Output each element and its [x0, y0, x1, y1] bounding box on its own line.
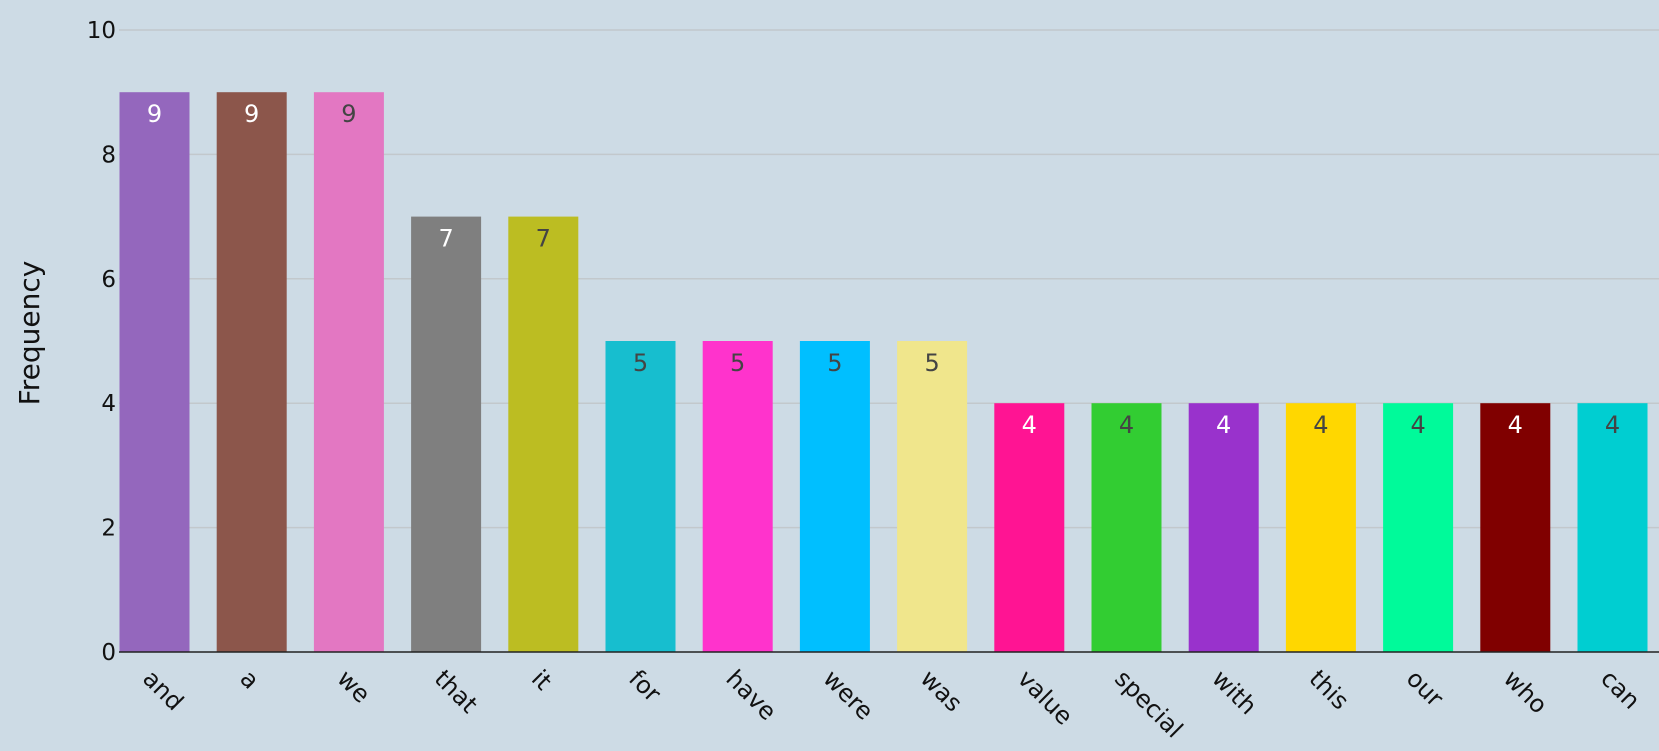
data-label: 5	[827, 349, 842, 377]
bar-have[interactable]	[702, 341, 773, 652]
x-tick-label: we	[332, 664, 376, 708]
y-axis-ticks: 0 2 4 6 8 10	[87, 18, 116, 666]
data-label: 5	[633, 349, 648, 377]
data-label: 5	[924, 349, 939, 377]
x-tick-label: have	[720, 664, 781, 725]
x-tick-label: special	[1109, 664, 1188, 743]
data-label: 4	[1216, 411, 1231, 439]
x-tick-label: this	[1304, 664, 1355, 715]
bar-and[interactable]	[119, 92, 190, 652]
data-label: 4	[1410, 411, 1425, 439]
data-label: 9	[341, 100, 356, 128]
data-label: 4	[1605, 411, 1620, 439]
bar-it[interactable]	[508, 216, 579, 652]
bar-we[interactable]	[313, 92, 384, 652]
x-tick-label: a	[234, 664, 264, 694]
y-tick-label: 8	[101, 142, 116, 168]
x-tick-label: our	[1401, 664, 1449, 712]
bar-value[interactable]	[994, 403, 1065, 652]
x-tick-label: that	[429, 664, 483, 718]
x-tick-label: it	[526, 664, 557, 695]
x-tick-label: and	[137, 664, 189, 716]
bar-a[interactable]	[216, 92, 287, 652]
bar-who[interactable]	[1480, 403, 1551, 652]
y-tick-label: 6	[101, 267, 116, 293]
y-tick-label: 4	[101, 391, 116, 417]
bar-this[interactable]	[1285, 403, 1356, 652]
data-label: 4	[1313, 411, 1328, 439]
data-label: 4	[1508, 411, 1523, 439]
data-label: 7	[438, 225, 453, 253]
x-axis-ticks: and a we that it for have were was value special wi…	[137, 664, 1645, 743]
x-tick-label: with	[1206, 664, 1262, 720]
bar-was[interactable]	[897, 341, 968, 652]
y-tick-label: 0	[101, 640, 116, 666]
data-label: 9	[244, 100, 259, 128]
bar-special[interactable]	[1091, 403, 1162, 652]
data-label: 9	[147, 100, 162, 128]
data-label: 4	[1022, 411, 1037, 439]
bars	[119, 92, 1648, 652]
data-label: 4	[1119, 411, 1134, 439]
y-tick-label: 2	[101, 516, 116, 542]
data-label: 5	[730, 349, 745, 377]
x-tick-label: value	[1012, 664, 1078, 730]
bar-for[interactable]	[605, 341, 676, 652]
y-axis-title: Frequency	[13, 261, 46, 406]
data-labels: 9 9 9 7 7 5 5 5 5 4 4 4 4 4 4 4	[147, 100, 1620, 439]
x-tick-label: who	[1498, 664, 1553, 719]
y-tick-label: 10	[87, 18, 116, 44]
x-tick-label: was	[915, 664, 968, 717]
bar-that[interactable]	[411, 216, 482, 652]
data-label: 7	[536, 225, 551, 253]
x-tick-label: can	[1595, 664, 1645, 714]
bar-can[interactable]	[1577, 403, 1648, 652]
x-tick-label: were	[818, 664, 879, 725]
bar-our[interactable]	[1383, 403, 1454, 652]
x-tick-label: for	[623, 664, 666, 707]
bar-with[interactable]	[1188, 403, 1259, 652]
bar-were[interactable]	[799, 341, 870, 652]
